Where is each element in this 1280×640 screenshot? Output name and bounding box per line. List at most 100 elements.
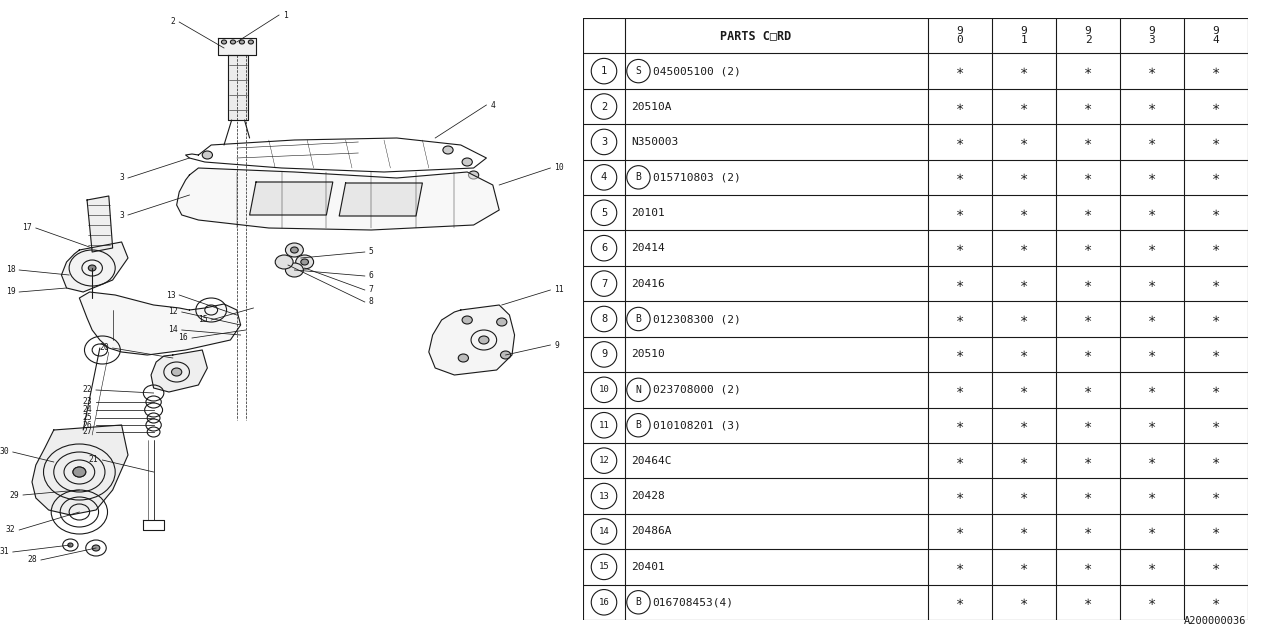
Text: ∗: ∗ bbox=[1084, 135, 1092, 149]
Text: 3: 3 bbox=[1148, 35, 1156, 45]
Text: ∗: ∗ bbox=[1212, 135, 1220, 149]
Text: ∗: ∗ bbox=[1148, 64, 1156, 78]
Text: ∗: ∗ bbox=[956, 206, 964, 220]
Polygon shape bbox=[177, 168, 499, 230]
Text: ∗: ∗ bbox=[1084, 206, 1092, 220]
Text: ∗: ∗ bbox=[1084, 524, 1092, 538]
Text: ∗: ∗ bbox=[1084, 383, 1092, 397]
Text: 1: 1 bbox=[283, 10, 288, 19]
Text: 4: 4 bbox=[600, 172, 607, 182]
Circle shape bbox=[291, 247, 298, 253]
Text: B: B bbox=[635, 420, 641, 430]
Circle shape bbox=[479, 336, 489, 344]
Circle shape bbox=[296, 255, 314, 269]
Polygon shape bbox=[339, 183, 422, 216]
Text: ∗: ∗ bbox=[1212, 595, 1220, 609]
Text: ∗: ∗ bbox=[956, 454, 964, 468]
Text: ∗: ∗ bbox=[1148, 135, 1156, 149]
Text: 12: 12 bbox=[599, 456, 609, 465]
Text: 10: 10 bbox=[599, 385, 609, 394]
Polygon shape bbox=[61, 242, 128, 292]
Text: 24: 24 bbox=[82, 406, 92, 415]
Text: ∗: ∗ bbox=[1020, 100, 1028, 113]
Text: 045005100 (2): 045005100 (2) bbox=[653, 66, 740, 76]
Text: 2: 2 bbox=[170, 17, 175, 26]
Text: S: S bbox=[635, 66, 641, 76]
Text: ∗: ∗ bbox=[1020, 595, 1028, 609]
Text: ∗: ∗ bbox=[1084, 64, 1092, 78]
Text: 12: 12 bbox=[168, 307, 178, 317]
Text: 20: 20 bbox=[99, 344, 109, 353]
Text: PARTS C□RD: PARTS C□RD bbox=[719, 29, 791, 42]
Circle shape bbox=[285, 263, 303, 277]
Text: 14: 14 bbox=[168, 326, 178, 335]
Text: ∗: ∗ bbox=[1148, 276, 1156, 291]
Polygon shape bbox=[228, 55, 248, 120]
Text: ∗: ∗ bbox=[1212, 276, 1220, 291]
Text: 26: 26 bbox=[82, 420, 92, 429]
Text: 9: 9 bbox=[1148, 26, 1156, 36]
Text: 0: 0 bbox=[956, 35, 964, 45]
Text: ∗: ∗ bbox=[1084, 170, 1092, 184]
Text: 27: 27 bbox=[82, 428, 92, 436]
Text: 3: 3 bbox=[119, 173, 124, 182]
Circle shape bbox=[301, 259, 308, 265]
Circle shape bbox=[275, 255, 293, 269]
Text: ∗: ∗ bbox=[1148, 348, 1156, 362]
Text: ∗: ∗ bbox=[1020, 418, 1028, 432]
Text: 20510: 20510 bbox=[631, 349, 664, 360]
Text: 010108201 (3): 010108201 (3) bbox=[653, 420, 740, 430]
Text: ∗: ∗ bbox=[1020, 170, 1028, 184]
Text: ∗: ∗ bbox=[1212, 206, 1220, 220]
Text: ∗: ∗ bbox=[1212, 383, 1220, 397]
Polygon shape bbox=[79, 292, 241, 355]
Text: 4: 4 bbox=[490, 100, 495, 109]
Polygon shape bbox=[151, 350, 207, 392]
Text: 17: 17 bbox=[22, 223, 32, 232]
Text: 13: 13 bbox=[599, 492, 609, 500]
Text: B: B bbox=[635, 172, 641, 182]
Text: 22: 22 bbox=[82, 385, 92, 394]
Text: A200000036: A200000036 bbox=[1184, 616, 1247, 626]
Text: ∗: ∗ bbox=[956, 312, 964, 326]
Text: ∗: ∗ bbox=[1020, 524, 1028, 538]
Text: 7: 7 bbox=[600, 278, 607, 289]
Polygon shape bbox=[87, 196, 113, 252]
Text: ∗: ∗ bbox=[956, 383, 964, 397]
Text: 20416: 20416 bbox=[631, 278, 664, 289]
Text: ∗: ∗ bbox=[1212, 241, 1220, 255]
Text: 13: 13 bbox=[165, 291, 175, 300]
Text: ∗: ∗ bbox=[1084, 241, 1092, 255]
Text: 11: 11 bbox=[599, 420, 609, 429]
Text: ∗: ∗ bbox=[1148, 170, 1156, 184]
Circle shape bbox=[68, 543, 73, 547]
Text: ∗: ∗ bbox=[956, 560, 964, 574]
Text: ∗: ∗ bbox=[956, 276, 964, 291]
Circle shape bbox=[500, 351, 511, 359]
Text: ∗: ∗ bbox=[1212, 170, 1220, 184]
Text: N: N bbox=[635, 385, 641, 395]
Text: 10: 10 bbox=[554, 163, 564, 173]
Text: 20464C: 20464C bbox=[631, 456, 672, 466]
Polygon shape bbox=[429, 305, 515, 375]
Text: 16: 16 bbox=[599, 598, 609, 607]
Text: ∗: ∗ bbox=[1212, 64, 1220, 78]
Text: 1: 1 bbox=[600, 66, 607, 76]
Text: ∗: ∗ bbox=[1020, 64, 1028, 78]
Text: ∗: ∗ bbox=[1148, 206, 1156, 220]
Text: 29: 29 bbox=[9, 490, 19, 499]
Text: 015710803 (2): 015710803 (2) bbox=[653, 172, 740, 182]
Text: ∗: ∗ bbox=[1084, 312, 1092, 326]
Text: B: B bbox=[635, 314, 641, 324]
Text: ∗: ∗ bbox=[1020, 383, 1028, 397]
Circle shape bbox=[462, 158, 472, 166]
Text: 20428: 20428 bbox=[631, 491, 664, 501]
Text: 6: 6 bbox=[369, 271, 374, 280]
Text: 20101: 20101 bbox=[631, 208, 664, 218]
Circle shape bbox=[248, 40, 253, 44]
Text: ∗: ∗ bbox=[1020, 489, 1028, 503]
Text: ∗: ∗ bbox=[956, 135, 964, 149]
Text: 5: 5 bbox=[600, 208, 607, 218]
Text: ∗: ∗ bbox=[956, 524, 964, 538]
Text: ∗: ∗ bbox=[1148, 595, 1156, 609]
